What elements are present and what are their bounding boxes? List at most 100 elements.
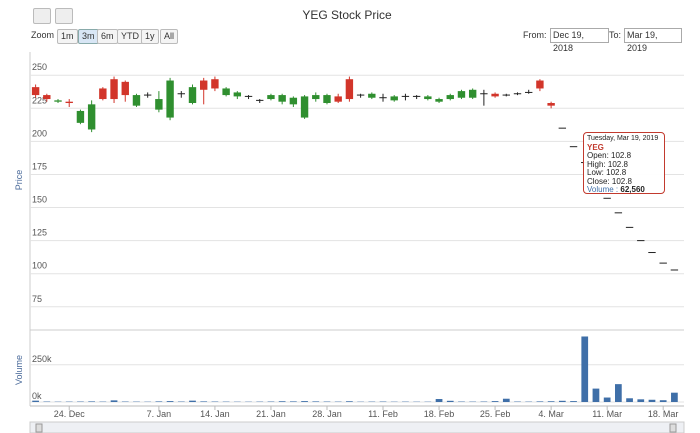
candle-body (390, 96, 398, 101)
x-tick-label: 11. Feb (368, 409, 398, 419)
tooltip-volume-label: Volume : (587, 185, 619, 194)
candle-body (648, 252, 656, 254)
y2-axis-title: Volume (14, 355, 24, 385)
x-tick-label: 24. Dec (54, 409, 86, 419)
volume-bar (491, 401, 499, 402)
zoom-button[interactable]: All (160, 29, 179, 44)
volume-bar (88, 401, 95, 402)
from-label: From: (523, 30, 547, 40)
candle-body (110, 79, 118, 100)
to-input[interactable]: Mar 19, 2019 (624, 28, 682, 53)
zoom-button[interactable]: YTD (117, 29, 143, 44)
zoom-label: Zoom (31, 30, 55, 40)
candle-body (625, 226, 634, 228)
x-tick-label: 21. Jan (256, 409, 286, 419)
y-tick-label: 150 (32, 195, 47, 205)
candle-body (547, 103, 555, 106)
y-tick-label: 175 (32, 161, 47, 171)
x-tick-label: 28. Jan (312, 409, 342, 419)
candle-body (614, 212, 623, 214)
volume-bar (166, 401, 174, 402)
candle-body (267, 95, 275, 100)
y-tick-label: 100 (32, 261, 47, 271)
volume-bar (536, 401, 544, 402)
candle-body (480, 93, 488, 95)
y-tick-label: 75 (32, 294, 42, 304)
y-tick-label: 125 (32, 228, 47, 238)
x-tick-label: 18. Feb (424, 409, 455, 419)
candle-body (143, 94, 152, 96)
volume-bar (558, 400, 566, 402)
tooltip-series: YEG (587, 142, 604, 152)
navigator-handle[interactable] (669, 423, 677, 433)
volume-bar (659, 400, 667, 402)
candle-body (54, 100, 62, 102)
x-tick-label: 18. Mar (648, 409, 679, 419)
tooltip-lines: Open: 102.8 High: 102.8 Low: 102.8 Close: 1… (587, 151, 661, 186)
candle-body (659, 262, 667, 264)
candle-body (188, 87, 197, 104)
y-tick-label: 225 (32, 95, 47, 105)
candle-body (401, 95, 410, 97)
navigator[interactable] (29, 421, 685, 433)
volume-bar (648, 399, 656, 402)
candle-body (166, 80, 174, 118)
from-input[interactable]: Dec 19, 2018 (550, 28, 609, 53)
candle-body (491, 93, 499, 97)
candle-body (412, 95, 421, 97)
volume-bar (346, 401, 353, 402)
candle-body (525, 91, 533, 93)
volume-bar (502, 398, 510, 402)
volume-bar (301, 401, 308, 402)
candle-body (155, 99, 163, 110)
x-tick-label: 11. Mar (592, 409, 622, 419)
candle-body (670, 269, 679, 271)
candle-body (244, 95, 253, 97)
tooltip: Tuesday, Mar 19, 2019 YEG Open: 102.8 Hig… (583, 132, 665, 194)
candle-body (356, 94, 365, 96)
volume-bar (312, 401, 320, 402)
candle-body (603, 197, 611, 199)
volume-bar (200, 401, 208, 402)
volume-bar (637, 399, 645, 402)
x-tick-label: 25. Feb (480, 409, 511, 419)
x-tick-label: 7. Jan (147, 409, 172, 419)
x-tick-label: 14. Jan (200, 409, 230, 419)
volume-bar (570, 401, 577, 402)
candle-body (558, 127, 567, 129)
zoom-button[interactable]: 1y (141, 29, 159, 44)
volume-bar (615, 384, 622, 402)
candle-body (256, 99, 264, 101)
candle-body (435, 99, 443, 102)
candle-body (312, 95, 320, 100)
volume-bar (110, 400, 118, 402)
volume-bar (592, 388, 600, 402)
zoom-button[interactable]: 6m (97, 29, 118, 44)
chart-title: YEG Stock Price (302, 8, 392, 22)
candle-body (536, 80, 544, 89)
candle-body (289, 97, 298, 105)
tooltip-volume-value: 62,560 (620, 185, 645, 194)
candle-body (233, 92, 242, 97)
navigator-handle[interactable] (35, 423, 43, 433)
download-icon[interactable] (33, 8, 51, 24)
volume-bar (446, 400, 454, 402)
candle-body (446, 95, 454, 100)
zoom-button[interactable]: 1m (57, 29, 78, 44)
candle-body (468, 89, 477, 98)
candle-body (222, 88, 230, 96)
candle-body (424, 96, 432, 100)
candle-body (368, 93, 376, 98)
candle-body (457, 91, 466, 98)
candle-body (43, 95, 51, 100)
y-tick-label: 200 (32, 128, 47, 138)
y2-tick-label: 0k (32, 391, 42, 401)
candle-body (121, 81, 129, 96)
tooltip-line: Close: 102.8 (587, 176, 632, 186)
volume-bar (603, 397, 611, 402)
print-icon[interactable] (55, 8, 73, 24)
candle-body (200, 80, 208, 90)
tooltip-line: High: 102.8 (587, 159, 628, 169)
